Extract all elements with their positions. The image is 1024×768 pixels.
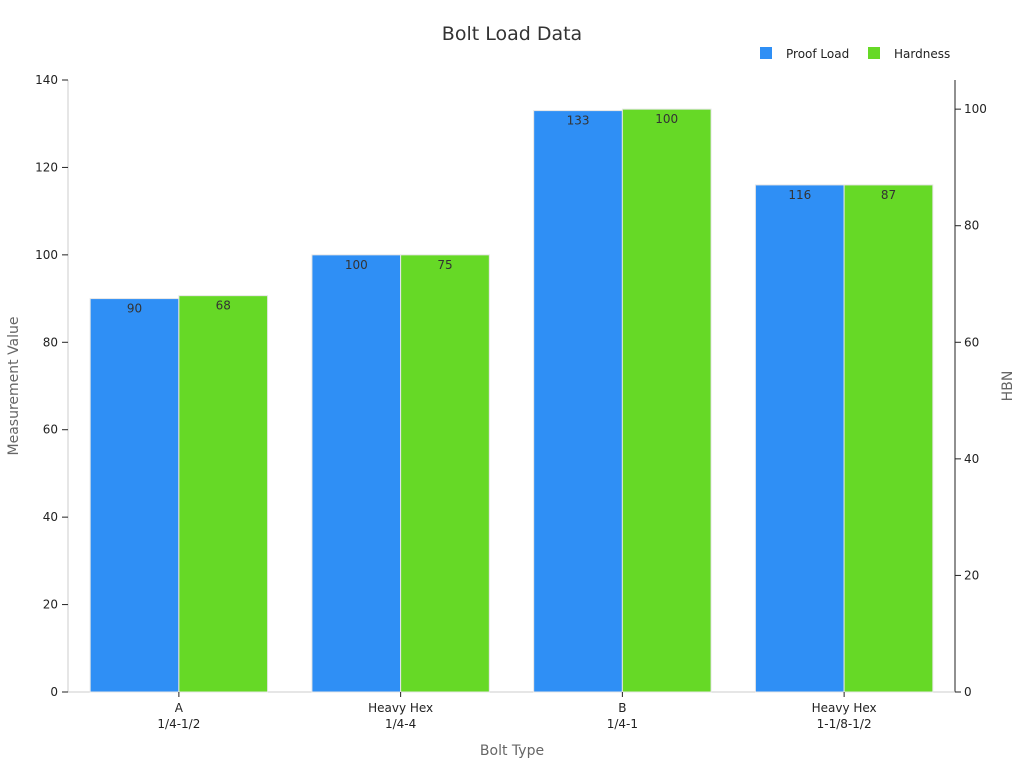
data-label: 133	[567, 114, 590, 128]
x-tick-label: 1-1/8-1/2	[817, 717, 872, 731]
x-category-labels: A 1/4-1/2 Heavy Hex 1/4-4 B 1/4-1 Heavy Hex 1-1…	[157, 692, 877, 731]
x-tick-label: A	[175, 701, 184, 715]
left-tick-label: 100	[35, 248, 58, 262]
left-tick-label: 40	[43, 510, 58, 524]
bar-hardness	[843, 184, 934, 693]
legend-label-proof-load: Proof Load	[786, 47, 849, 61]
bar-hardness	[178, 295, 269, 693]
right-tick-label: 20	[964, 568, 979, 582]
data-label: 68	[216, 299, 231, 313]
legend-swatch-hardness	[868, 47, 880, 59]
left-tick-label: 20	[43, 598, 58, 612]
right-tick-label: 40	[964, 452, 979, 466]
bars-group	[89, 108, 934, 693]
left-tick-label: 140	[35, 73, 58, 87]
x-tick-label: B	[618, 701, 626, 715]
left-tick-label: 120	[35, 160, 58, 174]
data-labels-group: 90 68 100 75 133 100 116 87	[127, 112, 896, 315]
left-tick-label: 80	[43, 335, 58, 349]
y2-axis-title: HBN	[1000, 371, 1016, 402]
legend-label-hardness: Hardness	[894, 47, 950, 61]
x-tick-label: 1/4-1	[607, 717, 638, 731]
left-tick-label: 0	[50, 685, 58, 699]
x-tick-label: 1/4-1/2	[157, 717, 200, 731]
data-label: 100	[345, 258, 368, 272]
right-tick-label: 100	[964, 102, 987, 116]
x-tick-label: Heavy Hex	[812, 701, 877, 715]
bar-hardness	[621, 108, 712, 693]
x-tick-label: Heavy Hex	[368, 701, 433, 715]
right-y-axis: 0 20 40 60 80 100	[954, 80, 987, 699]
bar-proof-load	[311, 254, 402, 693]
legend-swatch-proof-load	[760, 47, 772, 59]
bar-proof-load	[89, 298, 180, 693]
right-tick-label: 60	[964, 335, 979, 349]
left-y-axis: 0 20 40 60 80 100 120 140	[35, 73, 69, 699]
bar-proof-load	[754, 184, 845, 693]
x-axis-title: Bolt Type	[480, 743, 544, 759]
x-tick-label: 1/4-4	[385, 717, 416, 731]
bar-hardness	[400, 254, 490, 693]
legend: Proof Load Hardness	[760, 47, 950, 61]
right-tick-label: 0	[964, 685, 972, 699]
data-label: 90	[127, 302, 142, 316]
data-label: 75	[437, 258, 452, 272]
right-tick-label: 80	[964, 219, 979, 233]
data-label: 87	[881, 188, 896, 202]
bar-proof-load	[533, 110, 623, 693]
y-axis-title: Measurement Value	[6, 316, 22, 455]
data-label: 100	[655, 112, 678, 126]
chart-title: Bolt Load Data	[442, 23, 582, 45]
data-label: 116	[788, 188, 811, 202]
left-tick-label: 60	[43, 423, 58, 437]
